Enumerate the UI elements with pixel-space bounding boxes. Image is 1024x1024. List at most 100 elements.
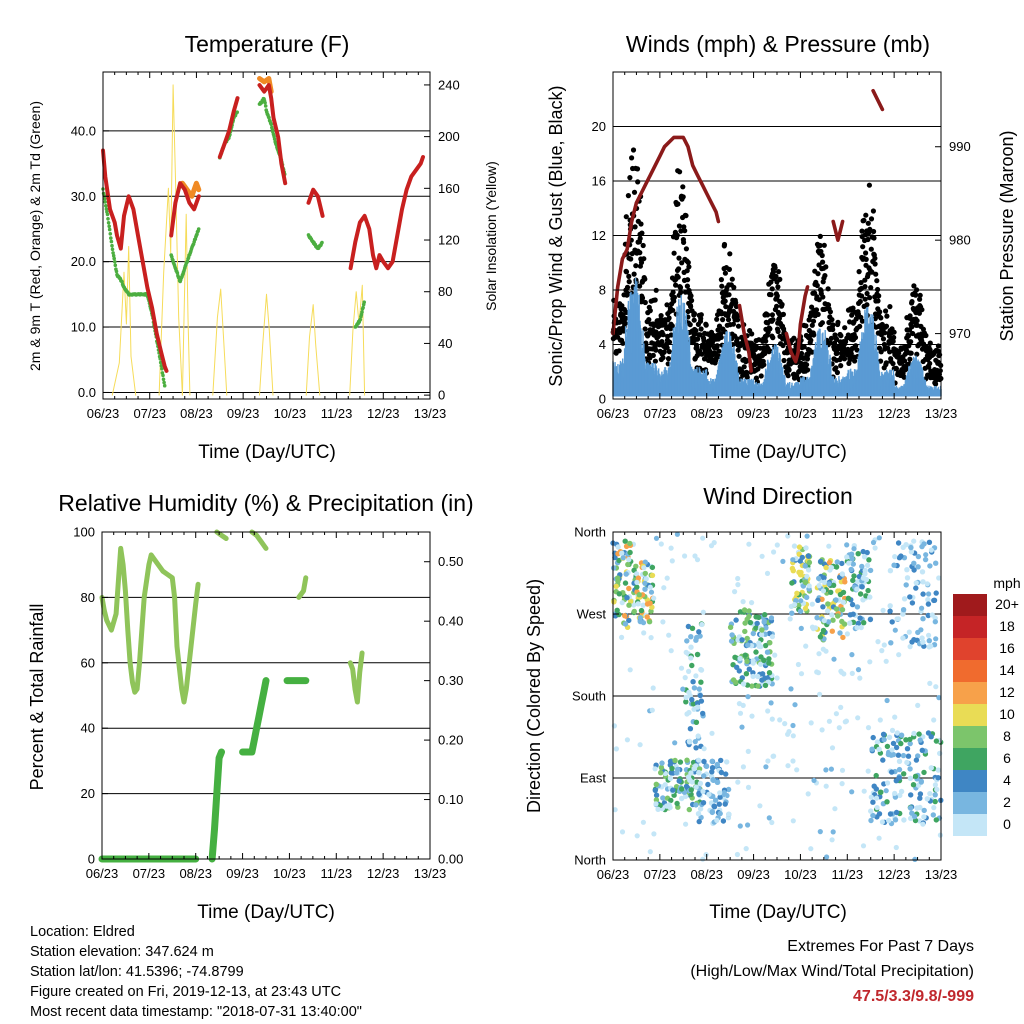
wind-gust-point <box>862 284 868 290</box>
wind-direction-point <box>754 620 760 627</box>
wind-direction-point <box>876 811 883 817</box>
wind-direction-point <box>887 568 894 574</box>
wind-direction-point <box>686 689 692 696</box>
wind-direction-point <box>876 746 882 752</box>
x-tick-label: 10/23 <box>273 866 306 881</box>
wind-direction-point <box>893 809 900 816</box>
wind-gust-point <box>865 271 871 278</box>
wind-direction-point <box>724 759 730 765</box>
wind-gust-point <box>850 305 856 311</box>
dewpoint-point <box>110 243 114 248</box>
wind-gust-point <box>735 347 741 353</box>
wind-direction-point <box>696 818 702 825</box>
solar-insolation-line <box>111 246 137 396</box>
wind-direction-point <box>919 747 925 753</box>
wind-gust-point <box>801 344 807 350</box>
y-tick-label: 10.0 <box>71 320 96 335</box>
wind-gust-point <box>905 333 912 339</box>
wind-gust-point <box>682 228 688 234</box>
wind-direction-point <box>936 695 942 701</box>
y-tick-label: 20 <box>592 119 606 134</box>
wind-direction-point <box>794 590 800 596</box>
wind-gust-point <box>767 326 773 332</box>
wind-direction-point <box>845 595 852 601</box>
wind-direction-point <box>689 625 696 631</box>
wind-gust-point <box>864 290 870 297</box>
wind-gust-point <box>671 250 677 256</box>
wind-direction-point <box>908 544 914 551</box>
wind-direction-point <box>815 597 821 603</box>
wind-gust-point <box>666 349 672 355</box>
humidity-plot-area <box>98 529 365 863</box>
temperature-plot-frame <box>102 71 431 400</box>
y2-tick-label: 240 <box>438 77 460 92</box>
winds-axes: 0 4 8 12 16 20 970 980 990 06/23 07/23 08/23 09/23 10… <box>592 72 971 421</box>
wind-direction-point <box>828 589 834 595</box>
wind-direction-point <box>816 651 822 657</box>
wind-gust-point <box>902 358 908 364</box>
x-tick-label: 11/23 <box>320 866 352 881</box>
wind-gust-point <box>868 216 875 222</box>
wind-direction-point <box>771 549 777 555</box>
wind-gust-point <box>676 223 683 229</box>
wind-direction-point <box>698 679 704 685</box>
wind-gust-point <box>684 283 691 289</box>
wind-direction-point <box>826 543 832 549</box>
wind-gust-point <box>863 250 869 256</box>
wind-direction-point <box>890 751 897 758</box>
solar-insolation-line <box>305 304 321 396</box>
wind-gust-point <box>838 333 844 339</box>
wind-direction-point <box>903 542 909 548</box>
wind-direction-point <box>619 829 626 835</box>
y2-tick-label: 200 <box>438 129 460 144</box>
extremes-values: 47.5/3.3/9.8/-999 <box>853 988 974 1005</box>
wind-gust-point <box>723 304 729 310</box>
wind-gust-point <box>626 273 632 279</box>
wind-direction-point <box>619 634 625 641</box>
wind-gust-point <box>722 270 729 276</box>
wind-direction-point <box>758 661 764 667</box>
wind-direction-point <box>873 795 880 801</box>
y-tick-label: 20.0 <box>71 254 96 269</box>
wind-direction-point <box>860 843 867 849</box>
wind-direction-point <box>623 571 629 577</box>
wind-direction-point <box>759 553 765 559</box>
wind-gust-point <box>626 279 632 285</box>
dewpoint-point <box>106 221 111 225</box>
wind-direction-point <box>622 538 628 544</box>
wind-gust-point <box>660 332 666 338</box>
wind-gust-point <box>632 224 638 230</box>
wind-gust-point <box>770 269 777 275</box>
wind-direction-point <box>674 800 680 807</box>
wind-gust-point <box>863 256 869 262</box>
wind-gust-point <box>658 313 664 319</box>
wind-direction-point <box>920 579 926 585</box>
wind-gust-point <box>642 326 648 332</box>
wind-direction-point <box>927 791 933 797</box>
wind-gust-point <box>841 356 848 362</box>
wind-direction-point <box>757 803 763 809</box>
temperature-2m-line <box>217 96 240 159</box>
winds-plot-area <box>610 88 944 397</box>
wind-direction-point <box>725 786 732 793</box>
wind-direction-point <box>766 660 772 666</box>
wind-direction-point <box>823 648 829 654</box>
wind-gust-point <box>688 293 694 299</box>
wind-direction-point <box>932 619 939 625</box>
wind-direction-point <box>848 566 854 573</box>
wind-direction-point <box>804 533 810 539</box>
wind-direction-point <box>653 781 659 787</box>
wind-direction-point <box>881 642 887 648</box>
wind-direction-point <box>798 625 804 632</box>
wind-gust-point <box>734 336 740 342</box>
wind-gust-point <box>736 353 742 359</box>
wind-gust-point <box>773 273 779 279</box>
x-tick-label: 07/23 <box>644 406 677 421</box>
wind-direction-point <box>742 652 748 658</box>
wind-gust-point <box>673 282 679 288</box>
wind-direction-point <box>850 561 856 567</box>
wind-direction-point <box>696 770 702 776</box>
wind-direction-point <box>616 557 622 564</box>
wind-gust-point <box>919 307 925 313</box>
